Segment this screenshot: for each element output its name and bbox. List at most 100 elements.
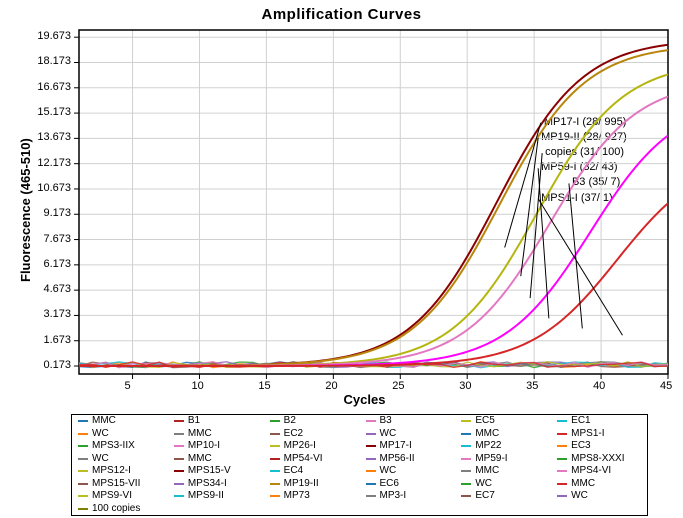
legend-swatch [366, 445, 376, 447]
legend-label: MP19-II [284, 478, 319, 490]
legend-swatch [557, 495, 567, 497]
legend-item: EC5 [455, 415, 551, 428]
legend-label: EC1 [571, 415, 590, 427]
legend-swatch [461, 433, 471, 435]
legend-item: EC7 [455, 490, 551, 503]
legend-swatch [174, 445, 184, 447]
legend-label: EC3 [571, 440, 590, 452]
legend-label: 100 copies [92, 503, 140, 515]
legend-swatch [557, 433, 567, 435]
legend-label: MP56-II [380, 453, 415, 465]
legend-label: EC5 [475, 415, 494, 427]
legend-label: EC4 [284, 465, 303, 477]
legend-swatch [557, 458, 567, 460]
legend-label: WC [380, 428, 397, 440]
legend-item: MMC [168, 428, 264, 441]
legend-item: WC [551, 490, 647, 503]
legend-swatch [174, 470, 184, 472]
legend-item: MMC [455, 428, 551, 441]
legend-swatch [78, 458, 88, 460]
legend-label: MPS1-I [571, 428, 604, 440]
legend-item: B2 [264, 415, 360, 428]
legend-swatch [78, 445, 88, 447]
legend-label: MPS9-II [188, 490, 224, 502]
legend-label: WC [92, 428, 109, 440]
legend-grid: MMCB1B2B3EC5EC1WCMMCEC2WCMMCMPS1-IMPS3-I… [72, 415, 647, 515]
legend-label: MPS15-VII [92, 478, 140, 490]
legend-item: MP54-VI [264, 453, 360, 466]
legend-label: MMC [92, 415, 116, 427]
legend-label: WC [475, 478, 492, 490]
legend-item: MPS9-VI [72, 490, 168, 503]
legend-item: MP19-II [264, 478, 360, 491]
legend-item: MP73 [264, 490, 360, 503]
legend-swatch [174, 420, 184, 422]
legend-swatch [78, 483, 88, 485]
legend-item: WC [360, 465, 456, 478]
legend-item: EC2 [264, 428, 360, 441]
legend-item: B3 [360, 415, 456, 428]
legend-label: MMC [188, 428, 212, 440]
legend-label: MMC [571, 478, 595, 490]
legend-item: EC1 [551, 415, 647, 428]
legend-swatch [270, 495, 280, 497]
legend-label: MPS9-VI [92, 490, 132, 502]
legend-item: 100 copies [72, 503, 168, 516]
legend-swatch [366, 458, 376, 460]
legend-item: B1 [168, 415, 264, 428]
amplification-plot [0, 0, 683, 382]
legend-swatch [78, 433, 88, 435]
legend-label: MP17-I [380, 440, 412, 452]
legend-swatch [270, 458, 280, 460]
legend-box: MMCB1B2B3EC5EC1WCMMCEC2WCMMCMPS1-IMPS3-I… [71, 414, 648, 516]
legend-label: EC7 [475, 490, 494, 502]
legend-label: MPS15-V [188, 465, 231, 477]
legend-label: B3 [380, 415, 392, 427]
legend-label: MP10-I [188, 440, 220, 452]
legend-swatch [366, 483, 376, 485]
legend-item: MMC [168, 453, 264, 466]
legend-item: MPS3-IIX [72, 440, 168, 453]
legend-item: MPS9-II [168, 490, 264, 503]
legend-swatch [270, 420, 280, 422]
legend-swatch [557, 470, 567, 472]
legend-item: MP17-I [360, 440, 456, 453]
legend-item: MMC [72, 415, 168, 428]
legend-label: MP22 [475, 440, 501, 452]
legend-swatch [461, 420, 471, 422]
legend-swatch [461, 458, 471, 460]
legend-label: B2 [284, 415, 296, 427]
legend-swatch [270, 433, 280, 435]
legend-item: MPS15-VII [72, 478, 168, 491]
legend-item: EC4 [264, 465, 360, 478]
legend-swatch [366, 495, 376, 497]
legend-swatch [270, 445, 280, 447]
legend-item: WC [72, 453, 168, 466]
legend-label: WC [92, 453, 109, 465]
legend-label: MP59-I [475, 453, 507, 465]
legend-swatch [366, 470, 376, 472]
legend-item: MPS12-I [72, 465, 168, 478]
x-axis-label: Cycles [344, 392, 386, 407]
legend-item: MP59-I [455, 453, 551, 466]
legend-label: MPS4-VI [571, 465, 611, 477]
legend-swatch [557, 445, 567, 447]
legend-label: MMC [475, 428, 499, 440]
legend-item: WC [455, 478, 551, 491]
legend-label: MPS3-IIX [92, 440, 135, 452]
legend-item: MP26-I [264, 440, 360, 453]
legend-label: B1 [188, 415, 200, 427]
chart-page: Amplification Curves Fluorescence (465-5… [0, 0, 683, 518]
legend-label: MPS8-XXXI [571, 453, 624, 465]
legend-swatch [174, 495, 184, 497]
legend-item: EC3 [551, 440, 647, 453]
legend-swatch [461, 470, 471, 472]
legend-item: MPS4-VI [551, 465, 647, 478]
legend-swatch [78, 495, 88, 497]
legend-swatch [78, 420, 88, 422]
legend-item: MMC [455, 465, 551, 478]
legend-item: MPS34-I [168, 478, 264, 491]
legend-item: MPS1-I [551, 428, 647, 441]
legend-label: EC6 [380, 478, 399, 490]
legend-swatch [461, 495, 471, 497]
